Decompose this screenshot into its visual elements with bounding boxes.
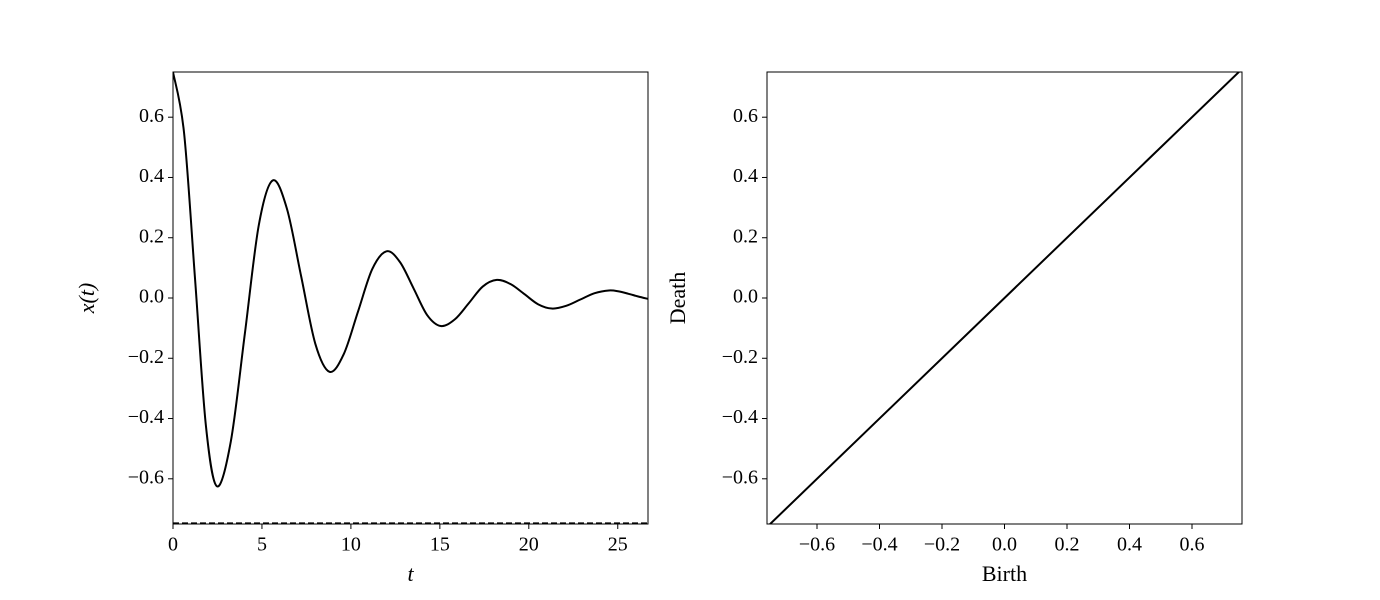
y-tick-label: 0.0 [733,286,758,308]
y-tick-label: 0.4 [139,165,164,187]
y-tick-label: 0.6 [139,105,164,127]
y-tick-label: 0.4 [733,165,758,187]
y-tick-label: −0.2 [128,346,164,368]
x-tick-label: 5 [257,534,267,556]
x-axis-label: Birth [982,561,1027,586]
x-tick-label: −0.6 [799,534,835,556]
x-tick-label: 25 [608,534,628,556]
x-tick-label: 20 [519,534,539,556]
y-tick-label: 0.0 [139,286,164,308]
x-tick-label: −0.2 [924,534,960,556]
y-axis-label: x(t) [74,283,99,315]
y-tick-label: −0.4 [128,406,164,428]
data-line [173,72,648,488]
y-tick-label: −0.4 [722,406,758,428]
plot-area [173,72,648,524]
x-tick-label: 0.4 [1117,534,1142,556]
x-tick-label: 0.2 [1055,534,1080,556]
y-axis-label: Death [665,272,690,325]
plot-area [768,72,1241,524]
x-tick-label: 15 [430,534,450,556]
x-tick-label: 10 [341,534,361,556]
y-tick-label: −0.2 [722,346,758,368]
y-tick-label: 0.2 [733,225,758,247]
y-tick-label: −0.6 [128,466,164,488]
y-tick-label: 0.6 [733,105,758,127]
x-tick-label: 0.0 [992,534,1017,556]
x-tick-label: 0 [168,534,178,556]
data-line [768,72,1241,524]
x-axis-label: t [407,561,414,586]
x-tick-label: −0.4 [861,534,897,556]
axes-frame [172,71,649,525]
y-tick-label: 0.2 [139,225,164,247]
y-tick-label: −0.6 [722,466,758,488]
x-tick-label: 0.6 [1180,534,1205,556]
